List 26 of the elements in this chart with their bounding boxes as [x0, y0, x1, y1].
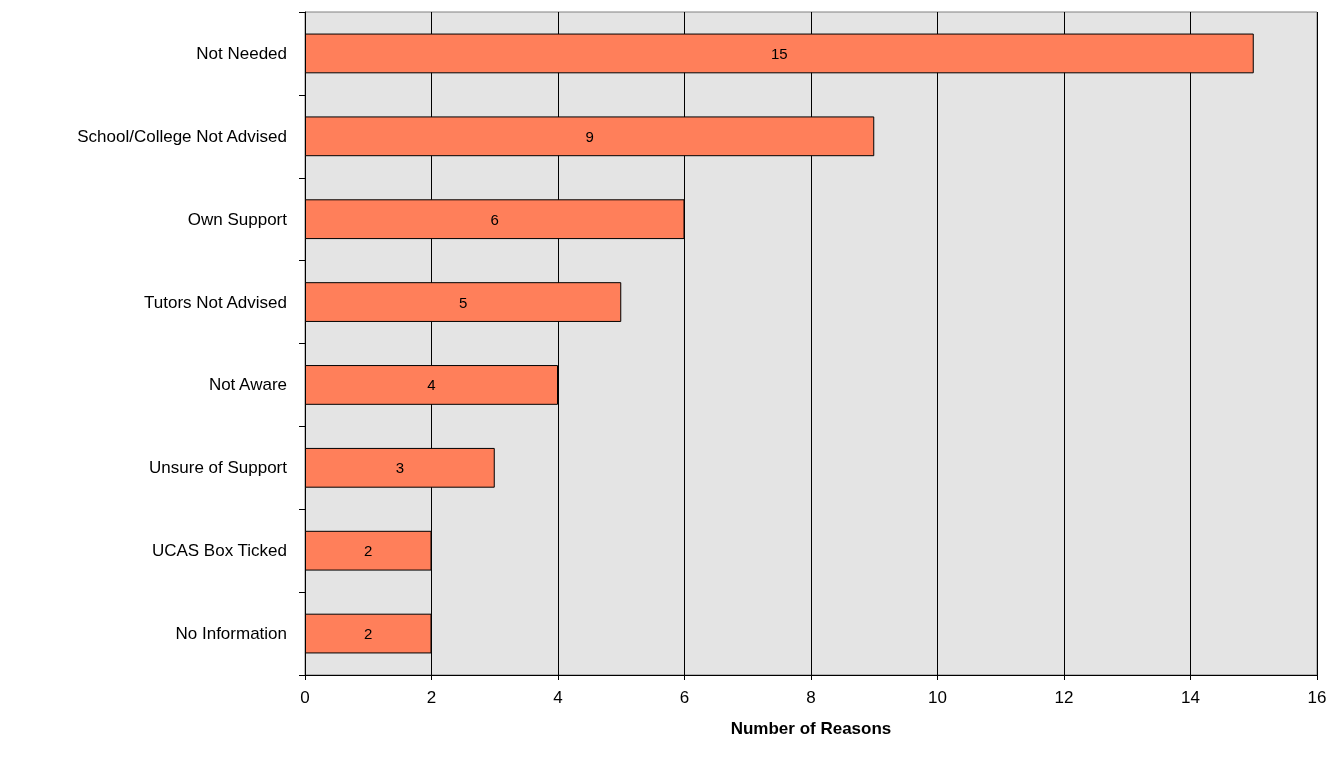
data-label: 3: [395, 459, 405, 477]
x-tick-label: 16: [1307, 688, 1327, 707]
y-tick-label: School/College Not Advised: [77, 126, 287, 146]
y-tick-label: No Information: [175, 624, 287, 644]
data-label: 6: [490, 210, 499, 228]
data-label: 2: [364, 625, 373, 643]
data-label: 2: [364, 542, 373, 560]
x-tick-label: 2: [426, 688, 437, 707]
x-tick-label: 8: [806, 688, 816, 707]
data-label: 9: [585, 127, 594, 145]
data-label: 5: [458, 293, 468, 311]
data-label: 4: [427, 376, 436, 394]
x-axis-title: Number of Reasons: [730, 719, 892, 738]
x-tick-label: 12: [1054, 688, 1074, 707]
y-tick-label: UCAS Box Ticked: [151, 541, 287, 561]
data-label: 15: [771, 44, 788, 62]
x-tick-label: 0: [300, 688, 310, 707]
x-tick-label: 10: [928, 688, 947, 707]
x-tick-label: 6: [679, 688, 690, 707]
y-tick-label: Not Needed: [196, 43, 287, 63]
y-tick-label: Unsure of Support: [149, 458, 288, 478]
x-tick-label: 4: [553, 688, 563, 707]
y-tick-label: Not Aware: [208, 375, 287, 395]
y-tick-label: Tutors Not Advised: [144, 292, 287, 312]
x-tick-label: 14: [1181, 688, 1200, 707]
y-tick-label: Own Support: [187, 209, 288, 229]
